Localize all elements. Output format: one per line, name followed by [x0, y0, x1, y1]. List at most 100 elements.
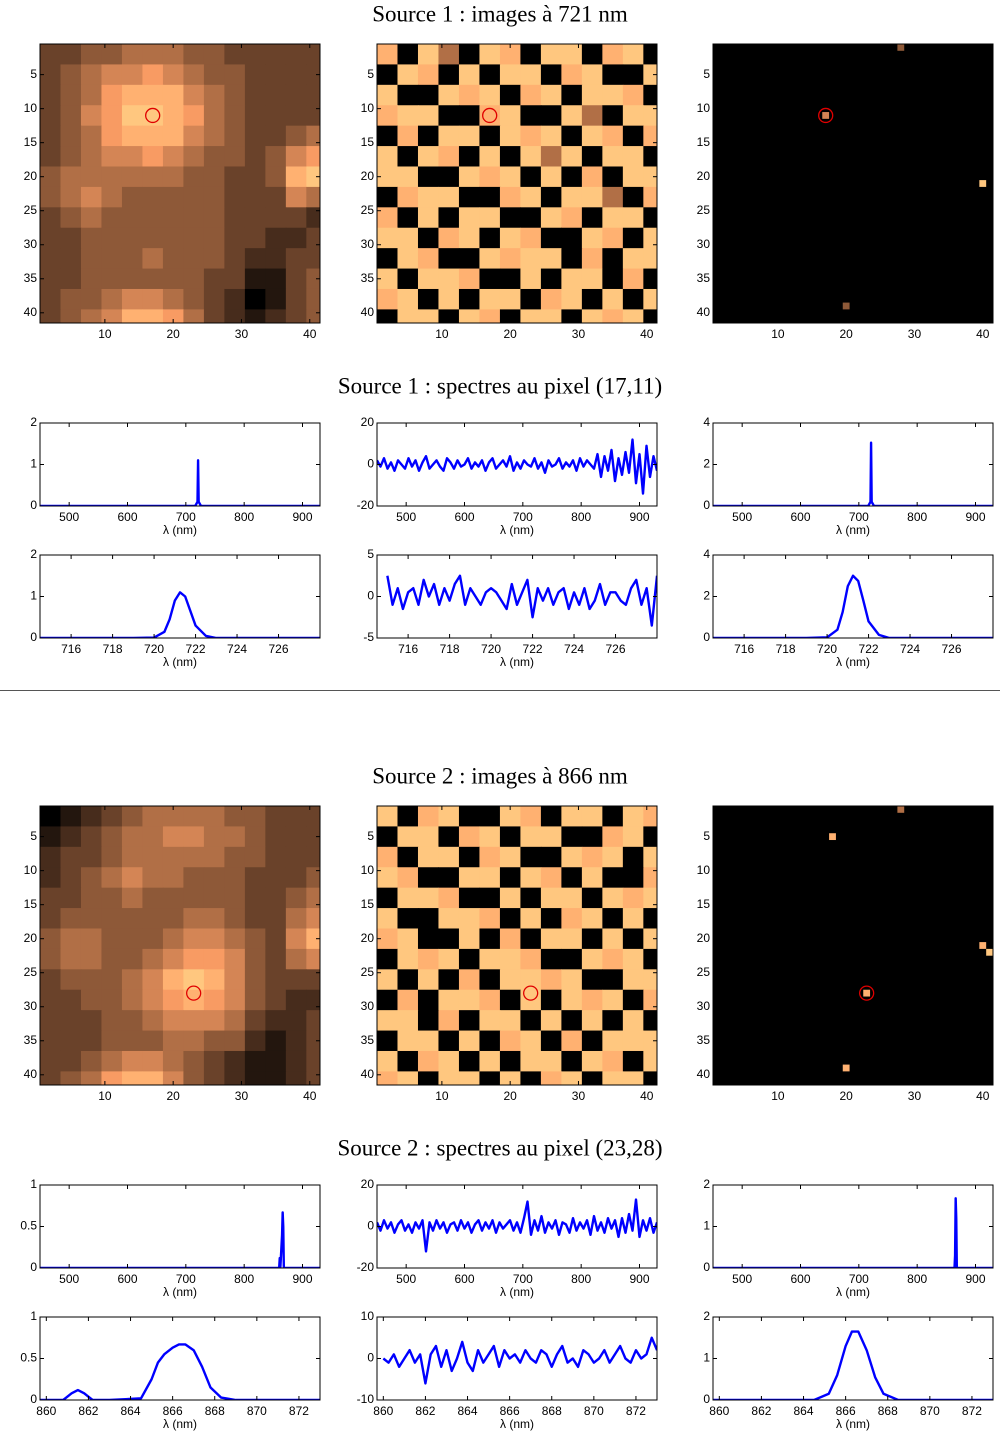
heatmap-cell: [142, 928, 164, 950]
heatmap-cell: [285, 867, 307, 889]
heatmap-cell: [602, 948, 624, 970]
x-tick-label: 868: [205, 1404, 225, 1418]
heatmap-cell: [540, 186, 562, 208]
x-axis-label: λ (nm): [836, 1285, 870, 1299]
heatmap-cell: [306, 867, 320, 889]
heatmap-cell: [479, 826, 501, 848]
heatmap-cell: [643, 928, 657, 950]
heatmap-cell: [377, 64, 398, 86]
heatmap-cell: [377, 948, 398, 970]
heatmap-cell: [121, 146, 143, 167]
heatmap-cell: [162, 1030, 184, 1052]
heatmap-cell: [458, 1071, 480, 1085]
heatmap-cell: [60, 867, 82, 889]
heatmap-cell: [40, 288, 61, 310]
heatmap-cell: [581, 309, 603, 323]
y-tick-label: 5: [367, 67, 374, 81]
x-axis-label: λ (nm): [163, 655, 197, 669]
heatmap-cell: [581, 989, 603, 1011]
heatmap-cell: [265, 908, 287, 929]
x-axis-label: λ (nm): [163, 1285, 197, 1299]
heatmap-cell: [540, 84, 562, 106]
heatmap-cell: [60, 207, 82, 229]
y-tick-label: 0: [367, 1351, 374, 1365]
x-tick-label: 40: [640, 327, 654, 341]
heatmap-cell: [101, 288, 123, 310]
heatmap-cell: [162, 1071, 184, 1085]
heatmap-cell: [306, 166, 320, 188]
heatmap-cell: [142, 969, 164, 991]
y-tick-label: 25: [24, 203, 38, 217]
y-tick-label: 35: [24, 1033, 38, 1047]
heatmap-cell: [162, 64, 184, 86]
heatmap-cell: [40, 948, 61, 970]
heatmap-cell: [285, 64, 307, 86]
x-tick-label: 30: [235, 1089, 249, 1103]
x-tick-label: 20: [839, 327, 853, 341]
y-tick-label: 30: [24, 237, 38, 251]
heatmap-cell: [622, 105, 644, 127]
x-tick-label: 40: [976, 1089, 990, 1103]
heatmap-cell: [622, 1030, 644, 1052]
heatmap-cell: [397, 84, 419, 106]
heatmap-cell: [162, 84, 184, 106]
heatmap-cell: [121, 1071, 143, 1085]
heatmap-cell: [203, 928, 225, 950]
heatmap-cell: [602, 64, 624, 86]
heatmap-cell: [244, 125, 266, 147]
heatmap-cell: [142, 806, 164, 827]
heatmap-cell: [520, 806, 542, 827]
x-tick-label: 720: [144, 642, 164, 656]
y-tick-label: 5: [367, 547, 374, 561]
heatmap-cell: [622, 227, 644, 249]
heatmap-cell: [602, 908, 624, 929]
spectrum-line: [713, 574, 993, 638]
heatmap-cell: [561, 146, 583, 167]
heatmap-cell: [602, 1071, 624, 1085]
heatmap-cell: [397, 268, 419, 290]
heatmap-cell: [183, 105, 205, 127]
x-tick-label: 10: [435, 1089, 449, 1103]
heatmap-cell: [224, 1030, 246, 1052]
heatmap-cell: [183, 84, 205, 106]
heatmap-cell: [306, 1010, 320, 1032]
heatmap-cell: [203, 186, 225, 208]
axes-frame: [376, 43, 658, 324]
heatmap-cell: [183, 1071, 205, 1085]
y-tick-label: 10: [24, 101, 38, 115]
heatmap-cell: [40, 1030, 61, 1052]
axes-frame: [39, 43, 321, 324]
y-tick-label: 2: [30, 547, 37, 561]
heatmap-cell: [224, 969, 246, 991]
heatmap-cell: [540, 826, 562, 848]
heatmap-cell: [479, 248, 501, 270]
heatmap-cell: [183, 887, 205, 909]
heatmap-cell: [306, 64, 320, 86]
heatmap-cell: [244, 826, 266, 848]
heatmap-cell: [306, 1030, 320, 1052]
heatmap-cell: [101, 309, 123, 323]
heatmap-cell: [224, 846, 246, 868]
axes-frame: [712, 554, 994, 639]
heatmap-cell: [183, 146, 205, 167]
heatmap-cell: [244, 227, 266, 249]
heatmap-cell: [540, 846, 562, 868]
heatmap-cell: [438, 948, 460, 970]
x-tick-label: 868: [542, 1404, 562, 1418]
heatmap-cell: [265, 867, 287, 889]
heatmap-cell: [224, 867, 246, 889]
y-tick-label: 40: [697, 305, 711, 319]
heatmap-cell: [622, 1050, 644, 1072]
heatmap-cell: [162, 826, 184, 848]
heatmap-cell: [520, 186, 542, 208]
heatmap-cell: [540, 227, 562, 249]
section-title: Source 1 : spectres au pixel (17,11): [338, 373, 662, 398]
x-tick-label: 10: [98, 327, 112, 341]
y-tick-label: 4: [703, 415, 710, 429]
heatmap-cell: [285, 1071, 307, 1085]
heatmap-cell: [80, 268, 102, 290]
heatmap-cell: [60, 989, 82, 1011]
axes-frame: [712, 43, 994, 324]
heatmap-cell: [101, 84, 123, 106]
y-tick-label: 10: [24, 863, 38, 877]
